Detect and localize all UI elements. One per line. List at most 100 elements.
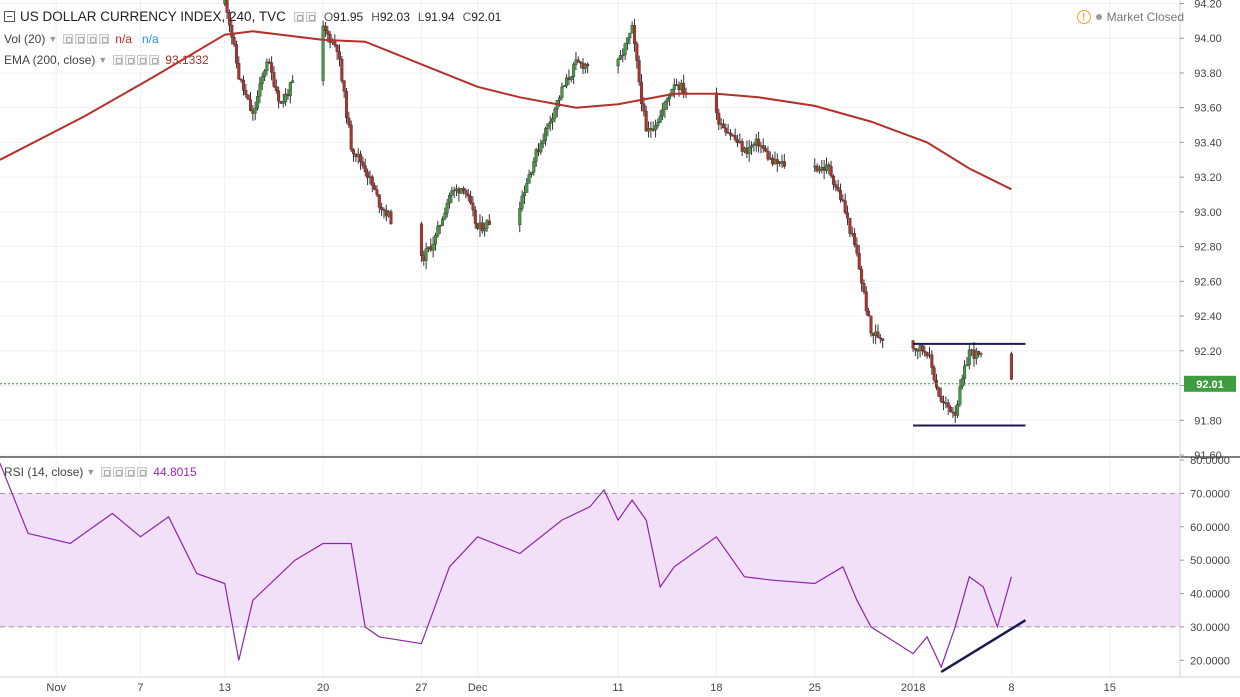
rsi-tick-label: 60.0000 bbox=[1190, 522, 1230, 534]
candle-body bbox=[853, 233, 857, 246]
ohlc-low: L91.94 bbox=[417, 9, 455, 24]
candle-body bbox=[714, 92, 718, 114]
candle-body bbox=[586, 63, 590, 67]
candle-body bbox=[750, 145, 754, 148]
candle-body bbox=[682, 82, 686, 93]
candle-body bbox=[548, 121, 552, 124]
candle-body bbox=[855, 244, 859, 254]
candle-body bbox=[565, 77, 569, 86]
collapse-icon[interactable] bbox=[4, 11, 15, 22]
candle-body bbox=[244, 90, 248, 95]
price-tick-label: 93.60 bbox=[1194, 103, 1222, 115]
candle-body bbox=[846, 212, 850, 219]
candle-body bbox=[239, 78, 243, 81]
candle-body bbox=[518, 208, 522, 226]
time-tick-label: 18 bbox=[710, 682, 722, 694]
price-tick-label: 93.80 bbox=[1194, 68, 1222, 80]
eye-icon[interactable] bbox=[293, 11, 304, 22]
candle-body bbox=[839, 190, 843, 200]
add-icon[interactable] bbox=[137, 55, 148, 65]
settings-icon[interactable] bbox=[113, 467, 124, 477]
price-tick-label: 91.60 bbox=[1194, 450, 1222, 462]
close-icon[interactable] bbox=[137, 467, 148, 477]
settings-icon[interactable] bbox=[75, 34, 86, 44]
chevron-down-icon[interactable]: ▼ bbox=[98, 55, 108, 65]
price-tick-label: 93.00 bbox=[1194, 207, 1222, 219]
candle-body bbox=[328, 34, 332, 43]
candle-body bbox=[616, 59, 620, 67]
candle-body bbox=[342, 80, 346, 92]
candle-body bbox=[469, 196, 473, 204]
settings-icon[interactable] bbox=[305, 11, 316, 22]
chevron-down-icon[interactable]: ▼ bbox=[48, 34, 58, 44]
candle-body bbox=[656, 122, 660, 126]
candle-body bbox=[766, 150, 770, 160]
candle-body bbox=[923, 350, 927, 353]
candle-body bbox=[1009, 353, 1013, 380]
time-tick-label: 20 bbox=[317, 682, 329, 694]
vol-label[interactable]: Vol (20) bbox=[4, 32, 46, 46]
candle-body bbox=[942, 401, 946, 404]
candle-body bbox=[326, 30, 330, 35]
chevron-down-icon[interactable]: ▼ bbox=[86, 467, 96, 477]
rsi-label[interactable]: RSI (14, close) bbox=[4, 465, 84, 479]
candle-body bbox=[747, 147, 751, 154]
candle-body bbox=[562, 85, 566, 88]
candle-body bbox=[375, 189, 379, 195]
candle-body bbox=[377, 194, 381, 208]
candle-body bbox=[951, 411, 955, 414]
candle-body bbox=[551, 118, 555, 122]
candle-body bbox=[974, 350, 978, 359]
candle-body bbox=[860, 268, 864, 284]
candle-body bbox=[625, 37, 629, 44]
ema-label[interactable]: EMA (200, close) bbox=[4, 53, 96, 67]
candle-body bbox=[654, 125, 658, 131]
close-icon[interactable] bbox=[149, 55, 160, 65]
candle-body bbox=[658, 115, 662, 123]
rsi-legend: RSI (14, close) ▼ 44.8015 bbox=[4, 465, 197, 479]
candle-body bbox=[831, 175, 835, 185]
ema-value: 93.1332 bbox=[165, 53, 209, 67]
eye-icon[interactable] bbox=[63, 34, 74, 44]
candle-body bbox=[366, 171, 370, 178]
candle-body bbox=[618, 55, 622, 60]
settings-icon[interactable] bbox=[125, 55, 136, 65]
symbol-title[interactable]: US DOLLAR CURRENCY INDEX, 240, TVC bbox=[20, 9, 286, 24]
candle-body bbox=[258, 83, 262, 97]
eye-icon[interactable] bbox=[101, 467, 112, 477]
ohlc-high: H92.03 bbox=[371, 9, 410, 24]
warning-icon[interactable]: ! bbox=[1076, 10, 1091, 24]
candle-body bbox=[241, 79, 245, 91]
candle-body bbox=[263, 70, 267, 77]
market-status[interactable]: ! Market Closed bbox=[1076, 10, 1184, 24]
time-tick-label: 25 bbox=[809, 682, 821, 694]
candle-body bbox=[546, 123, 550, 129]
candle-body bbox=[637, 60, 641, 83]
price-tick-label: 94.20 bbox=[1194, 0, 1222, 10]
close-icon[interactable] bbox=[99, 34, 110, 44]
candle-body bbox=[260, 76, 264, 84]
candle-body bbox=[672, 84, 676, 90]
candle-body bbox=[876, 331, 880, 338]
candle-body bbox=[665, 98, 669, 103]
candle-body bbox=[249, 99, 253, 111]
candle-body bbox=[815, 165, 819, 172]
candle-body bbox=[234, 44, 238, 64]
candle-body bbox=[632, 25, 636, 44]
eye-icon[interactable] bbox=[113, 55, 124, 65]
candle-body bbox=[424, 248, 428, 261]
candle-body bbox=[670, 89, 674, 97]
candle-body bbox=[352, 149, 356, 155]
candle-body bbox=[321, 25, 325, 81]
rsi-line bbox=[0, 463, 1012, 669]
candle-body bbox=[963, 365, 967, 379]
add-icon[interactable] bbox=[87, 34, 98, 44]
time-tick-label: 27 bbox=[415, 682, 427, 694]
ohlc-close: C92.01 bbox=[462, 9, 502, 24]
candle-body bbox=[225, 0, 229, 13]
add-icon[interactable] bbox=[125, 467, 136, 477]
candle-body bbox=[949, 406, 953, 413]
candle-body bbox=[462, 188, 466, 191]
candle-body bbox=[483, 228, 487, 232]
candle-body bbox=[864, 291, 868, 312]
